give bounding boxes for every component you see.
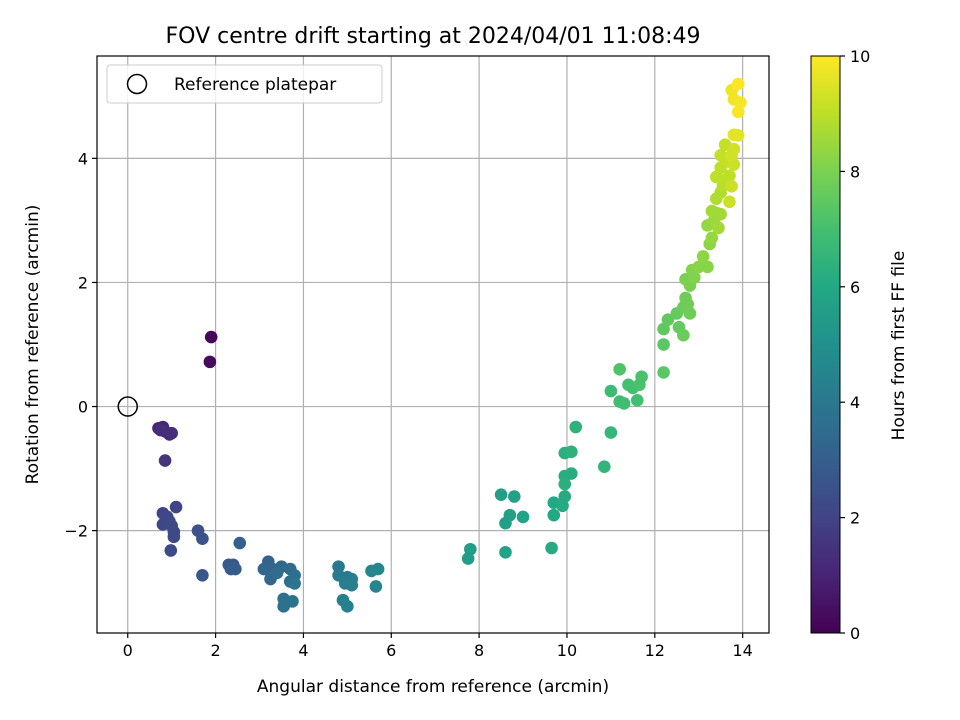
data-point (203, 355, 217, 369)
data-point (516, 510, 530, 524)
data-point (286, 595, 299, 608)
colorbar-tick-label: 0 (850, 624, 860, 643)
data-point (169, 500, 183, 514)
legend-entry-reference-platepar: Reference platepar (174, 75, 336, 95)
data-point (731, 129, 745, 142)
data-point (547, 508, 561, 522)
data-point (167, 530, 181, 544)
data-point (635, 370, 648, 384)
data-point (369, 580, 383, 593)
data-point (677, 328, 690, 342)
colorbar-tick-label: 6 (850, 278, 860, 297)
data-point (545, 541, 558, 555)
data-point (556, 499, 569, 513)
data-point (657, 366, 670, 379)
x-tick-label: 10 (557, 641, 577, 660)
data-point (233, 536, 247, 550)
data-point (657, 338, 670, 351)
legend-box (106, 64, 383, 104)
data-point (723, 195, 736, 209)
data-point (714, 207, 727, 221)
chart-title: FOV centre drift starting at 2024/04/01 … (166, 24, 701, 49)
y-tick-label: 2 (78, 273, 88, 292)
data-point (734, 96, 747, 109)
y-tick-label: 0 (78, 398, 88, 417)
data-point (617, 397, 631, 410)
data-point (725, 179, 738, 193)
x-tick-label: 12 (645, 641, 665, 660)
data-point (597, 460, 611, 474)
x-tick-label: 14 (732, 641, 752, 660)
data-point (613, 363, 626, 376)
data-point (461, 552, 475, 565)
data-points (152, 77, 747, 613)
data-point (499, 546, 512, 559)
x-axis-label: Angular distance from reference (arcmin) (257, 677, 609, 697)
data-point (714, 148, 727, 162)
legend: Reference platepar (106, 64, 383, 104)
data-point (712, 221, 725, 235)
x-axis-ticks: 0 2 4 6 8 10 12 14 (123, 633, 753, 660)
x-tick-label: 8 (474, 641, 484, 660)
data-point (345, 578, 359, 592)
data-point (154, 423, 167, 437)
data-point (727, 142, 741, 156)
data-point (565, 445, 578, 459)
data-point (204, 330, 218, 344)
reference-marker (117, 396, 138, 417)
y-tick-label: 4 (78, 149, 88, 168)
grid (97, 56, 769, 633)
x-tick-label: 2 (210, 641, 220, 660)
data-point (731, 77, 745, 91)
data-point (196, 532, 209, 545)
colorbar (810, 55, 841, 634)
data-point (661, 313, 675, 326)
y-axis-label: Rotation from reference (arcmin) (23, 205, 43, 485)
data-point (565, 467, 578, 480)
x-tick-label: 6 (386, 641, 396, 660)
y-tick-label: −2 (64, 522, 88, 541)
data-point (604, 384, 618, 398)
colorbar-label: Hours from first FF file (889, 251, 909, 441)
colorbar-tick-label: 4 (850, 393, 860, 412)
legend-reference-marker (126, 73, 148, 95)
data-point (558, 477, 572, 491)
data-point (503, 508, 517, 522)
data-point (630, 394, 644, 407)
x-tick-label: 0 (123, 641, 133, 660)
data-point (681, 297, 695, 311)
plot-frame (96, 55, 770, 634)
data-point (341, 600, 354, 613)
data-point (270, 566, 284, 580)
data-point (701, 260, 714, 274)
data-point (229, 562, 242, 576)
data-point (692, 260, 706, 274)
data-point (569, 420, 583, 434)
data-point (371, 562, 385, 576)
data-point (507, 490, 521, 503)
colorbar-tick-label: 10 (850, 47, 870, 66)
data-point (696, 250, 710, 263)
y-axis-ticks: −2 0 2 4 (64, 149, 97, 541)
colorbar-tick-label: 2 (850, 509, 860, 528)
data-point (164, 544, 178, 557)
reference-platepar-point (117, 396, 138, 417)
colorbar-ticks: 0 2 4 6 8 10 (840, 47, 870, 643)
data-point (494, 488, 508, 501)
data-point (165, 426, 178, 440)
data-point (705, 231, 719, 245)
data-point (196, 569, 209, 582)
x-tick-label: 4 (298, 641, 308, 660)
data-point (723, 169, 736, 183)
data-point (288, 577, 301, 590)
data-point (604, 426, 618, 439)
data-point (158, 454, 172, 467)
data-point (257, 562, 271, 576)
data-point (332, 560, 345, 573)
colorbar-tick-label: 8 (850, 162, 860, 181)
